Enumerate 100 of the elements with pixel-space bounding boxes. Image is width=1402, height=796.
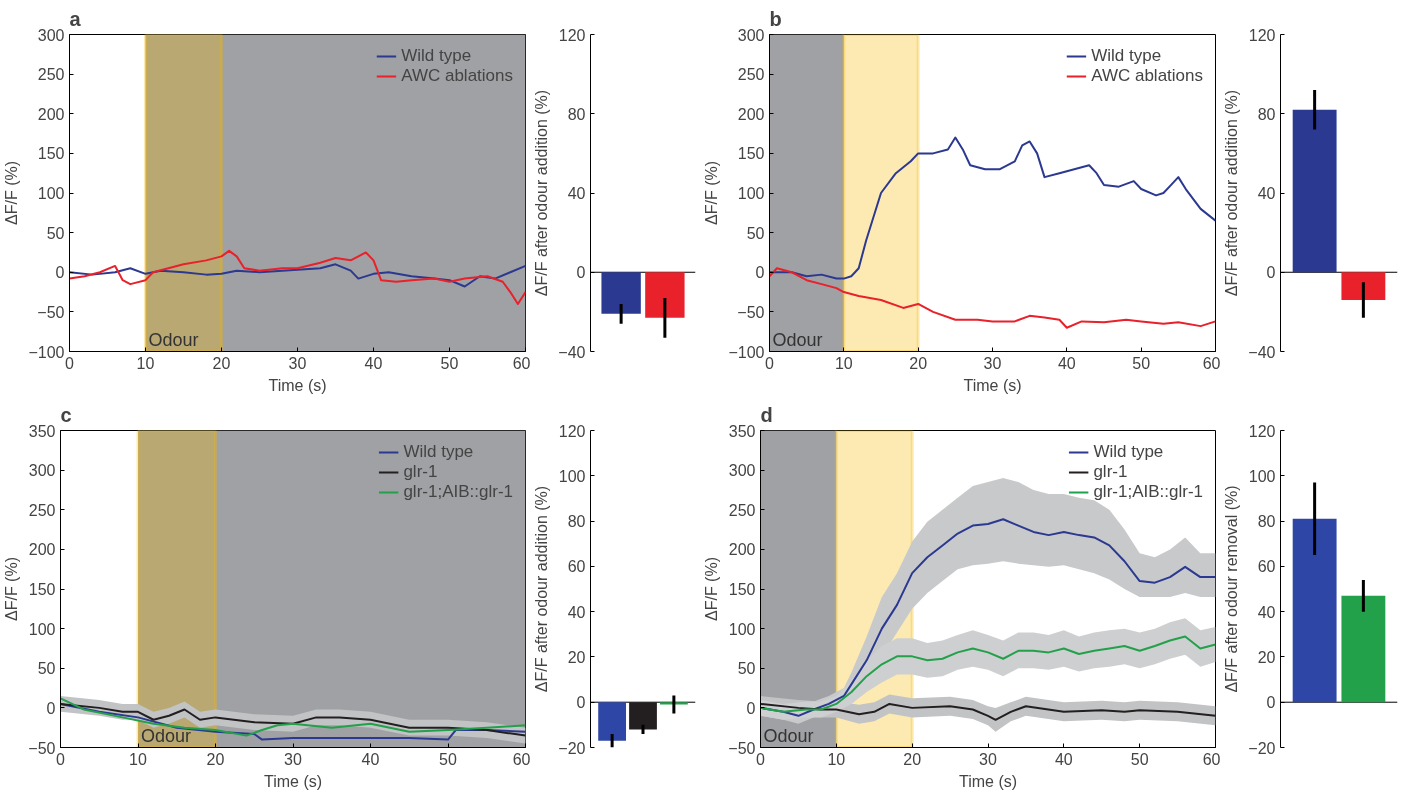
- y-tick-label: 120: [558, 422, 586, 440]
- legend-label: Wild type: [401, 46, 472, 66]
- x-tick-label: 40: [1054, 750, 1073, 768]
- x-tick-label: 60: [1202, 750, 1221, 768]
- y-tick-label: −20: [1248, 739, 1276, 757]
- y-tick-label: 100: [558, 467, 586, 485]
- x-tick-label: 20: [206, 750, 225, 768]
- chart-title: b: [769, 7, 782, 30]
- legend-label: glr-1: [403, 462, 438, 482]
- y-tick-label: 250: [28, 501, 56, 519]
- y-tick-label: −50: [728, 739, 756, 757]
- y-tick-label: 0: [1266, 694, 1276, 712]
- y-axis-title: ΔF/F (%): [703, 160, 721, 225]
- x-tick-label: 40: [364, 354, 383, 372]
- band-label: Odour: [141, 725, 192, 746]
- x-tick-label: 50: [1130, 750, 1149, 768]
- x-tick-label: 10: [827, 750, 846, 768]
- y-tick-label: 50: [746, 224, 765, 242]
- y-tick-label: 0: [46, 699, 56, 717]
- chart-title: c: [60, 403, 72, 426]
- x-tick-label: 30: [979, 750, 997, 768]
- y-tick-label: 150: [737, 145, 765, 163]
- y-tick-label: 40: [567, 603, 586, 621]
- y-tick-label: 40: [567, 185, 586, 202]
- x-tick-label: 50: [440, 354, 459, 372]
- x-tick-label: 50: [439, 750, 457, 768]
- x-tick-label: 40: [1057, 354, 1076, 372]
- legend-label: AWC ablations: [401, 66, 513, 86]
- y-tick-label: 250: [728, 501, 756, 519]
- legend-label: glr-1;AIB::glr-1: [403, 482, 513, 502]
- y-tick-label: 120: [558, 26, 586, 44]
- legend-label: Wild type: [1093, 442, 1164, 462]
- x-axis-title: Time (s): [963, 376, 1022, 394]
- y-tick-label: −100: [28, 343, 65, 361]
- y-tick-label: 300: [28, 462, 56, 480]
- y-tick-label: 20: [567, 648, 586, 666]
- y-tick-label: 0: [55, 264, 65, 282]
- y-axis-title: ΔF/F after odour addition (%): [533, 485, 551, 693]
- x-tick-label: 30: [983, 354, 1002, 372]
- x-axis-title: Time (s): [263, 772, 323, 790]
- band-label: Odour: [763, 725, 814, 746]
- x-tick-label: 20: [909, 354, 928, 372]
- y-tick-label: 300: [737, 26, 765, 44]
- y-tick-label: 100: [28, 620, 56, 638]
- y-tick-label: 120: [1248, 26, 1276, 44]
- y-tick-label: −100: [728, 343, 765, 361]
- x-axis-title: Time (s): [958, 772, 1018, 790]
- y-tick-label: 80: [1257, 105, 1276, 123]
- y-axis-title: ΔF/F (%): [3, 160, 21, 225]
- x-tick-label: 60: [512, 354, 531, 372]
- y-tick-label: 40: [1257, 185, 1276, 202]
- legend-label: glr-1;AIB::glr-1: [1093, 482, 1203, 502]
- y-tick-label: 80: [567, 513, 586, 531]
- y-tick-label: −50: [28, 739, 56, 757]
- y-axis-title: ΔF/F (%): [703, 556, 721, 621]
- legend-label: Wild type: [1091, 46, 1162, 66]
- y-tick-label: −40: [558, 343, 586, 361]
- x-tick-label: 10: [129, 750, 147, 768]
- x-tick-label: 20: [212, 354, 231, 372]
- x-tick-label: 50: [1132, 354, 1151, 372]
- y-tick-label: 250: [37, 66, 65, 84]
- y-axis-title: ΔF/F (%): [3, 556, 21, 621]
- y-tick-label: −40: [1248, 343, 1276, 361]
- y-tick-label: 0: [576, 694, 586, 712]
- y-tick-label: 80: [567, 105, 586, 123]
- y-tick-label: 0: [1266, 264, 1276, 282]
- y-tick-label: 50: [46, 224, 65, 242]
- y-tick-label: 100: [1248, 467, 1276, 485]
- y-tick-label: 60: [1257, 558, 1276, 576]
- legend-label: Wild type: [403, 442, 474, 462]
- y-tick-label: 100: [737, 185, 765, 202]
- y-tick-label: 200: [728, 541, 756, 559]
- band-label: Odour: [148, 329, 199, 350]
- x-tick-label: 10: [834, 354, 853, 372]
- y-axis-title: ΔF/F after odour removal (%): [1223, 485, 1241, 693]
- x-tick-label: 30: [288, 354, 307, 372]
- x-tick-label: 60: [512, 750, 531, 768]
- y-tick-label: 200: [37, 105, 65, 123]
- y-tick-label: 350: [728, 422, 756, 440]
- x-tick-label: 10: [136, 354, 155, 372]
- y-tick-label: 20: [1257, 648, 1276, 666]
- y-tick-label: 100: [37, 185, 65, 202]
- x-tick-label: 40: [361, 750, 380, 768]
- y-tick-label: −20: [558, 739, 586, 757]
- y-tick-label: 80: [1257, 513, 1276, 531]
- x-tick-label: 20: [903, 750, 922, 768]
- y-tick-label: 300: [728, 462, 756, 480]
- y-tick-label: 50: [737, 660, 756, 678]
- x-tick-label: 60: [1202, 354, 1221, 372]
- legend-label: glr-1: [1093, 462, 1128, 482]
- y-tick-label: 150: [28, 581, 56, 598]
- x-tick-label: 30: [284, 750, 302, 768]
- y-tick-label: 200: [737, 105, 765, 123]
- y-tick-label: 0: [755, 264, 765, 282]
- y-tick-label: 200: [28, 541, 56, 559]
- band-label: Odour: [772, 329, 823, 350]
- legend-label: AWC ablations: [1091, 66, 1203, 86]
- y-axis-title: ΔF/F after odour addition (%): [533, 89, 551, 297]
- y-tick-label: 150: [37, 145, 65, 163]
- y-tick-label: 0: [576, 264, 586, 282]
